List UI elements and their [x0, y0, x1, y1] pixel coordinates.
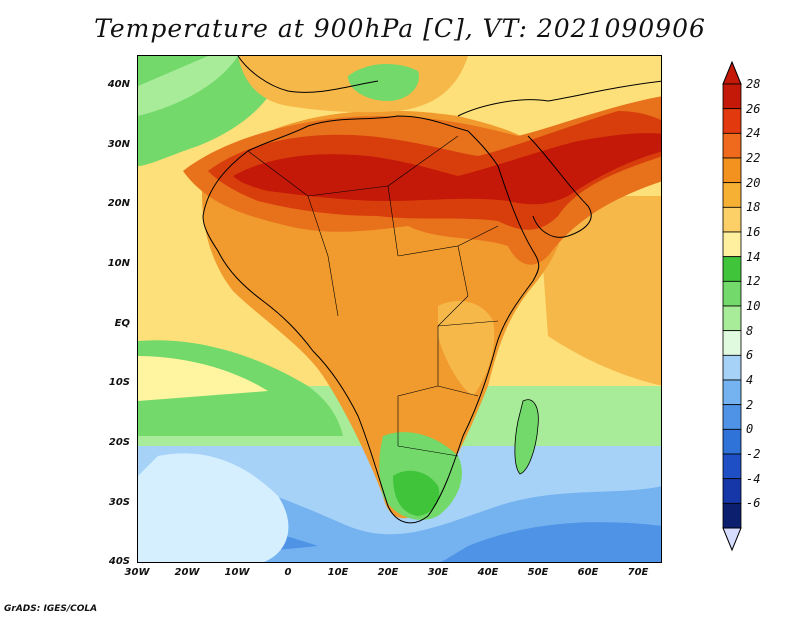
colorbar-label: 22 [746, 151, 761, 165]
colorbar-label: 14 [746, 249, 761, 264]
lat-tick-30n: 30N [107, 139, 130, 150]
colorbar-segment [722, 280, 742, 307]
hot-core-28 [233, 133, 661, 205]
mediterranean-cool [348, 64, 419, 101]
colorbar-segment [722, 502, 742, 529]
colorbar-segment [722, 157, 742, 184]
lat-tick-20n: 20N [107, 198, 130, 209]
lon-tick-30w: 30W [124, 567, 150, 578]
colorbar-label: 8 [746, 323, 754, 338]
temperature-map [137, 55, 662, 563]
colorbar-segment [722, 354, 742, 381]
lon-tick-20w: 20W [174, 567, 200, 578]
lon-tick-10w: 10W [224, 567, 250, 578]
lat-tick-40s: 40S [108, 556, 130, 567]
southern-ocean-band-2-east [441, 522, 661, 562]
colorbar-segment [722, 428, 742, 455]
colorbar-segment [722, 330, 742, 356]
colorbar-segment [722, 182, 742, 208]
lon-tick-40e: 40E [477, 567, 499, 578]
colorbar-segment [722, 404, 742, 430]
colorbar-label: -6 [746, 496, 761, 511]
lon-tick-0: 0 [284, 567, 292, 578]
colorbar-label: 6 [746, 348, 754, 363]
colorbar-label: 10 [746, 299, 761, 313]
lon-tick-10e: 10E [327, 567, 349, 578]
colorbar-segment [722, 83, 742, 110]
madagascar [514, 399, 539, 475]
lat-tick-10s: 10S [108, 377, 130, 388]
lat-tick-10n: 10N [107, 258, 130, 269]
lon-tick-60e: 60E [577, 567, 599, 578]
colorbar-label: 24 [746, 126, 761, 141]
colorbar-segment [722, 453, 742, 480]
lon-tick-50e: 50E [527, 567, 549, 578]
lat-tick-20s: 20S [108, 437, 130, 448]
lon-tick-20e: 20E [377, 567, 399, 578]
lat-tick-eq: EQ [114, 318, 130, 329]
colorbar-segments [722, 83, 742, 529]
colorbar-segment [722, 132, 742, 159]
lat-tick-40n: 40N [107, 79, 130, 90]
country-borders [247, 135, 499, 457]
colorbar-segment [722, 305, 742, 332]
lon-tick-30e: 30E [427, 567, 449, 578]
colorbar-segment [722, 231, 742, 258]
africa-coastline [202, 115, 540, 524]
coastlines [202, 56, 661, 524]
temperature-field [138, 56, 661, 562]
arabia-coast [527, 135, 592, 238]
colorbar-label: 2 [746, 397, 754, 412]
southern-africa-cooler [393, 470, 440, 516]
colorbar-label: 4 [746, 373, 754, 387]
map-title: Temperature at 900hPa [C], VT: 202109090… [94, 14, 706, 43]
colorbar-label: 16 [746, 225, 761, 239]
colorbar-top-arrow [722, 60, 742, 85]
lon-tick-70e: 70E [627, 567, 649, 578]
colorbar-segment [722, 206, 742, 233]
colorbar-label: 18 [746, 200, 761, 215]
colorbar-segment [722, 379, 742, 406]
indian-ocean-band-22 [538, 196, 661, 386]
colorbar-label: -2 [746, 447, 761, 461]
colorbar-label: 0 [746, 422, 754, 437]
colorbar-label: 20 [746, 175, 761, 190]
colorbar-segment [722, 256, 742, 282]
colorbar-label: 26 [746, 101, 761, 116]
north-atlantic-band-12 [138, 56, 238, 116]
lat-tick-30s: 30S [108, 497, 130, 508]
colorbar-segment [722, 108, 742, 134]
europe-coast [237, 56, 379, 93]
colorbar-bottom-arrow [722, 527, 742, 552]
colorbar-segment [722, 478, 742, 504]
grads-credit: GrADS: IGES/COLA [4, 604, 98, 614]
middle-east-coast [457, 80, 661, 117]
cold-tongue-west [138, 453, 289, 562]
colorbar [722, 60, 742, 552]
colorbar-label: -4 [746, 471, 761, 486]
atlantic-band-18 [138, 356, 268, 401]
colorbar-label: 12 [746, 274, 761, 289]
colorbar-label: 28 [746, 77, 761, 91]
